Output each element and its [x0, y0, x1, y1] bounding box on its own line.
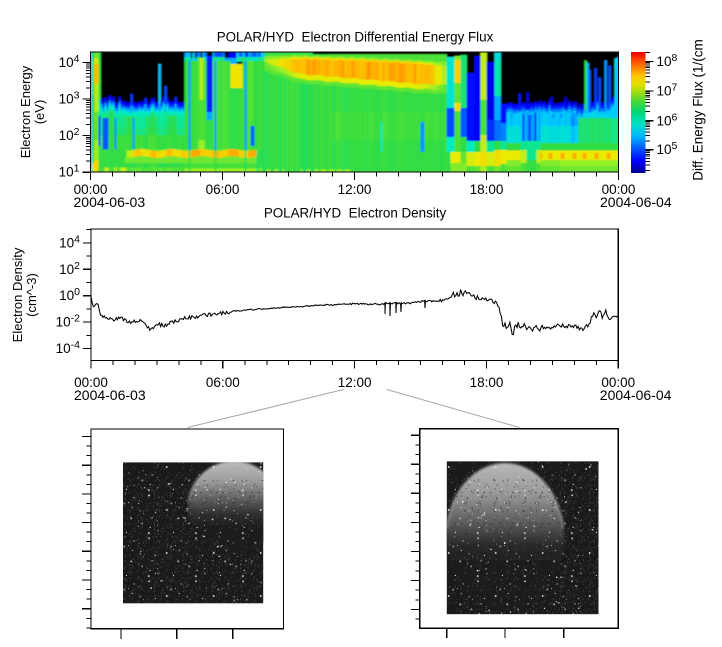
- svg-text:00:00: 00:00: [74, 182, 108, 197]
- svg-text:Diff. Energy Flux (1/(cm: Diff. Energy Flux (1/(cm: [691, 39, 706, 181]
- svg-text:Electron Density: Electron Density: [10, 247, 25, 342]
- svg-text:2004-06-03: 2004-06-03: [74, 194, 146, 210]
- svg-text:00:00: 00:00: [602, 182, 636, 197]
- svg-text:2004-06-04: 2004-06-04: [600, 387, 672, 403]
- svg-text:2004-06-03: 2004-06-03: [74, 387, 146, 403]
- svg-text:06:00: 06:00: [206, 375, 240, 390]
- svg-text:00:00: 00:00: [601, 375, 635, 390]
- svg-text:00:00: 00:00: [74, 375, 108, 390]
- svg-text:18:00: 18:00: [470, 182, 504, 197]
- svg-text:12:00: 12:00: [338, 375, 372, 390]
- svg-text:12:00: 12:00: [338, 182, 372, 197]
- svg-text:18:00: 18:00: [470, 375, 504, 390]
- svg-text:(eV): (eV): [32, 100, 47, 125]
- svg-text:2004-06-04: 2004-06-04: [600, 194, 672, 210]
- svg-text:POLAR/HYD Electron Differenti: POLAR/HYD Electron Differential Energy F…: [217, 30, 494, 45]
- svg-text:(cm^-3): (cm^-3): [24, 273, 39, 317]
- svg-text:POLAR/HYD Electron Density: POLAR/HYD Electron Density: [264, 206, 447, 221]
- svg-text:06:00: 06:00: [206, 182, 240, 197]
- svg-text:Electron Energy: Electron Energy: [18, 65, 33, 158]
